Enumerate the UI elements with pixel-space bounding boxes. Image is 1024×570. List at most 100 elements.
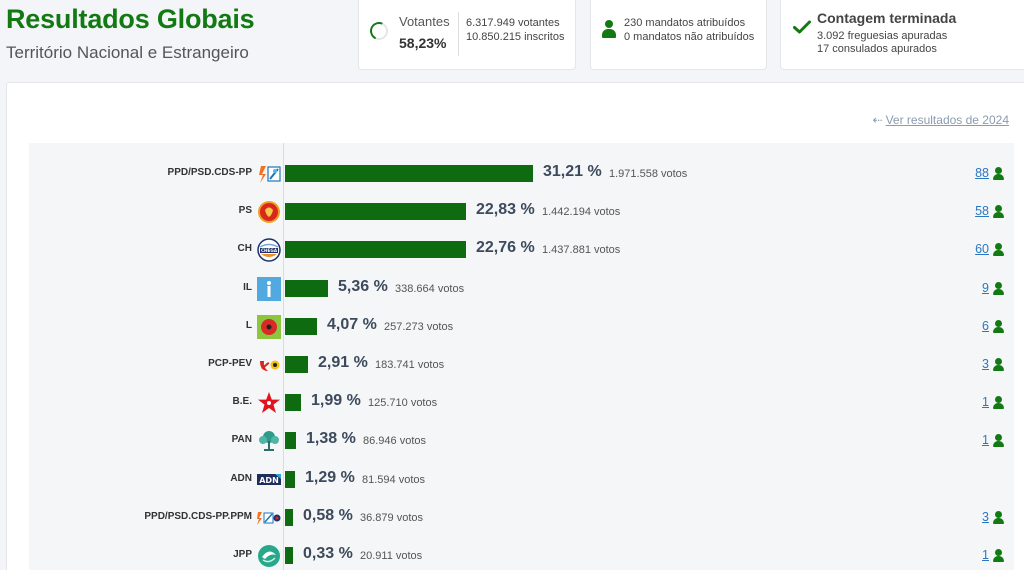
vote-share-bar [285,203,466,221]
mandatos-atribuidos: 230 mandatos atribuídos [624,17,746,29]
vote-count: 1.971.558 votos [609,168,688,180]
vote-share-bar [285,394,301,412]
previous-results-label: Ver resultados de 2024 [885,113,1009,127]
vote-share-bar [285,317,317,335]
person-icon [993,281,1004,295]
votantes-count: 6.317.949 votantes [466,17,560,29]
svg-text:CHEGA: CHEGA [261,248,278,253]
vote-share-bar [285,432,296,450]
party-row: B.E. 1,99 % 125.710 votos 1 [29,384,1014,422]
adn-logo: ADN [257,468,281,492]
party-name: PAN [231,434,252,446]
seats-link[interactable]: 60 [975,242,989,257]
contagem-card: Contagem terminada 3.092 freguesias apur… [780,0,1024,70]
arrow-left-icon: ⇠ [872,113,883,127]
party-name: IL [243,281,252,293]
party-row: IL 5,36 % 338.664 votos 9 [29,270,1014,308]
party-row: PPD/PSD.CDS-PP 31,21 % 1.971.558 votos 88 [29,155,1014,193]
party-row: PS 22,83 % 1.442.194 votos 58 [29,193,1014,231]
person-icon [993,358,1004,371]
seats-link[interactable]: 6 [982,318,989,333]
vote-count: 86.946 votos [363,435,426,448]
svg-text:ADN: ADN [259,476,279,485]
inscritos-count: 10.850.215 inscritos [466,31,565,43]
vote-percent: 2,91 % [318,354,368,371]
freguesias-apuradas: 3.092 freguesias apuradas [817,30,948,42]
iniciativa-liberal-logo [257,276,281,301]
previous-results-link[interactable]: ⇠ Ver resultados de 2024 [873,113,1009,127]
vote-percent: 1,38 % [306,430,356,448]
vote-percent: 4,07 % [327,315,377,333]
turnout-progress-icon [367,19,391,43]
page-title: Resultados Globais [6,4,255,34]
vote-share-bar [285,279,328,297]
party-row: PCP-PEV 2,91 % 183.741 votos 3 [29,346,1014,384]
results-chart: PPD/PSD.CDS-PP 31,21 % 1.971.558 votos 88 PS… [29,143,1014,570]
party-row: L 4,07 % 257.273 votos 6 [29,308,1014,346]
chega-logo: CHEGA [257,238,281,263]
person-icon [993,510,1004,524]
checkmark-icon [793,20,811,34]
vote-percent: 0,58 % [303,506,353,524]
vote-percent: 1,29 % [305,468,355,486]
seats-link[interactable]: 9 [982,280,989,295]
party-name: PCP-PEV [208,358,252,369]
vote-count: 36.879 votos [360,511,423,524]
vote-share-bar [285,356,308,373]
chart-axis-line [283,143,284,570]
livre-poppy-logo [257,314,281,339]
consulados-apurados: 17 consulados apurados [817,43,937,55]
vote-count: 338.664 votos [395,282,465,295]
party-name: B.E. [232,396,252,408]
vote-count: 125.710 votos [368,397,438,410]
jpp-logo [257,544,281,568]
party-row: CH CHEGA 22,76 % 1.437.881 votos 60 [29,231,1014,269]
seats-link[interactable]: 3 [982,357,989,371]
seats-link[interactable]: 58 [975,204,989,219]
seats-link[interactable]: 1 [982,395,989,410]
vote-count: 1.442.194 votos [542,206,621,219]
party-row: PAN 1,38 % 86.946 votos 1 [29,422,1014,460]
party-name: JPP [233,549,252,560]
vote-count: 183.741 votos [375,359,445,371]
party-row: JPP 0,33 % 20.911 votos 1 [29,537,1014,570]
card-divider [458,12,459,56]
person-icon [993,396,1004,410]
votantes-percent: 58,23% [399,35,447,51]
party-row: ADN ADN 1,29 % 81.594 votos [29,461,1014,499]
vote-count: 257.273 votos [384,320,454,333]
seats-link[interactable]: 1 [982,548,989,562]
cdu-hammer-sickle-logo [257,353,281,377]
person-icon [993,167,1004,180]
mandatos-nao-atribuidos: 0 mandatos não atribuídos [624,31,755,43]
bloco-star-logo [257,391,281,415]
votantes-card: Votantes 58,23% 6.317.949 votantes 10.85… [358,0,576,70]
page-subtitle: Território Nacional e Estrangeiro [6,43,249,62]
party-name: PPD/PSD.CDS-PP [167,167,252,178]
results-panel: ⇠ Ver resultados de 2024 PPD/PSD.CDS-PP 3 1… [6,82,1024,570]
person-icon [993,549,1004,562]
seats-link[interactable]: 3 [982,509,989,524]
seats-link[interactable]: 1 [982,433,989,448]
person-icon [993,434,1004,448]
vote-count: 81.594 votos [362,473,425,486]
ad-ppm-coalition-logo [257,506,281,530]
party-name: L [245,319,252,331]
vote-count: 20.911 votos [360,550,423,562]
person-icon [602,20,616,38]
vote-percent: 22,76 % [476,239,535,257]
vote-percent: 22,83 % [476,201,535,219]
party-row: PPD/PSD.CDS-PP.PPM 0,58 % 36.879 votos 3 [29,499,1014,537]
votantes-label: Votantes [399,14,450,29]
vote-share-bar [285,508,293,526]
mandatos-card: 230 mandatos atribuídos 0 mandatos não a… [590,0,767,70]
person-icon [993,205,1004,219]
party-name: CH [237,243,252,255]
seats-link[interactable]: 88 [975,166,989,180]
person-icon [993,243,1004,257]
vote-share-bar [285,470,295,488]
vote-percent: 1,99 % [311,392,361,410]
vote-share-bar [285,241,466,259]
vote-share-bar [285,165,533,182]
pan-tree-logo [257,429,281,453]
